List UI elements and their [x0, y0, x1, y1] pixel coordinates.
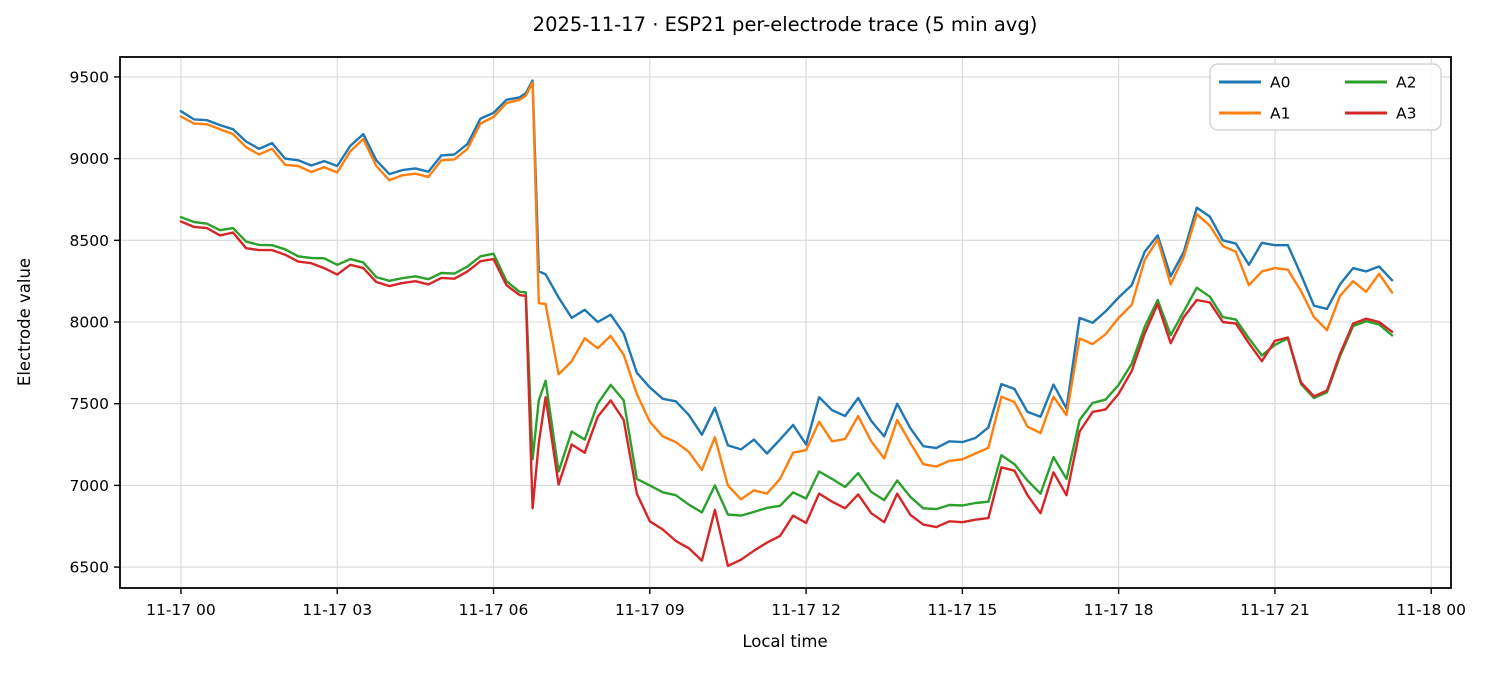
legend-label-A2: A2: [1396, 74, 1416, 92]
x-tick-label: 11-17 12: [771, 601, 841, 619]
y-tick-label: 8500: [70, 232, 109, 250]
x-axis-ticks: 11-17 00 11-17 03 11-17 06 11-17 09 11-17 12…: [146, 588, 1466, 619]
legend-entry-A3: A3: [1345, 105, 1416, 123]
y-tick-label: 7000: [70, 477, 109, 495]
legend-label-A1: A1: [1270, 105, 1290, 123]
x-tick-label: 11-17 00: [146, 601, 216, 619]
y-tick-label: 9000: [70, 150, 109, 168]
x-tick-label: 11-17 09: [615, 601, 685, 619]
legend-label-A0: A0: [1270, 74, 1290, 92]
y-axis-ticks: 6500 7000 7500 8000 8500 9000 9500: [70, 68, 120, 577]
x-tick-label: 11-17 15: [928, 601, 998, 619]
y-tick-label: 7500: [70, 395, 109, 413]
chart-plot-area: 11-17 00 11-17 03 11-17 06 11-17 09 11-17 12…: [70, 56, 1466, 619]
series-lines: [179, 79, 1394, 568]
series-line-A1: [179, 81, 1394, 501]
x-tick-label: 11-17 21: [1240, 601, 1310, 619]
y-tick-label: 9500: [70, 68, 109, 86]
legend-entry-A0: A0: [1219, 74, 1290, 92]
x-tick-label: 11-17 03: [302, 601, 372, 619]
legend-entry-A1: A1: [1219, 105, 1290, 123]
series-line-A2: [179, 215, 1394, 517]
x-axis-label: Local time: [742, 632, 827, 651]
series-line-A3: [179, 220, 1394, 568]
y-axis-label: Electrode value: [15, 258, 34, 386]
legend-label-A3: A3: [1396, 105, 1416, 123]
legend-entry-A2: A2: [1345, 74, 1416, 92]
x-tick-label: 11-17 06: [459, 601, 529, 619]
series-line-A0: [179, 79, 1394, 455]
legend: A0 A1 A2 A3: [1209, 63, 1442, 131]
y-tick-label: 6500: [70, 559, 109, 577]
y-tick-label: 8000: [70, 314, 109, 332]
x-tick-label: 11-17 18: [1084, 601, 1154, 619]
chart-title: 2025-11-17 · ESP21 per-electrode trace (…: [533, 13, 1038, 36]
grid-lines: [120, 57, 1451, 588]
x-tick-label: 11-18 00: [1396, 601, 1466, 619]
